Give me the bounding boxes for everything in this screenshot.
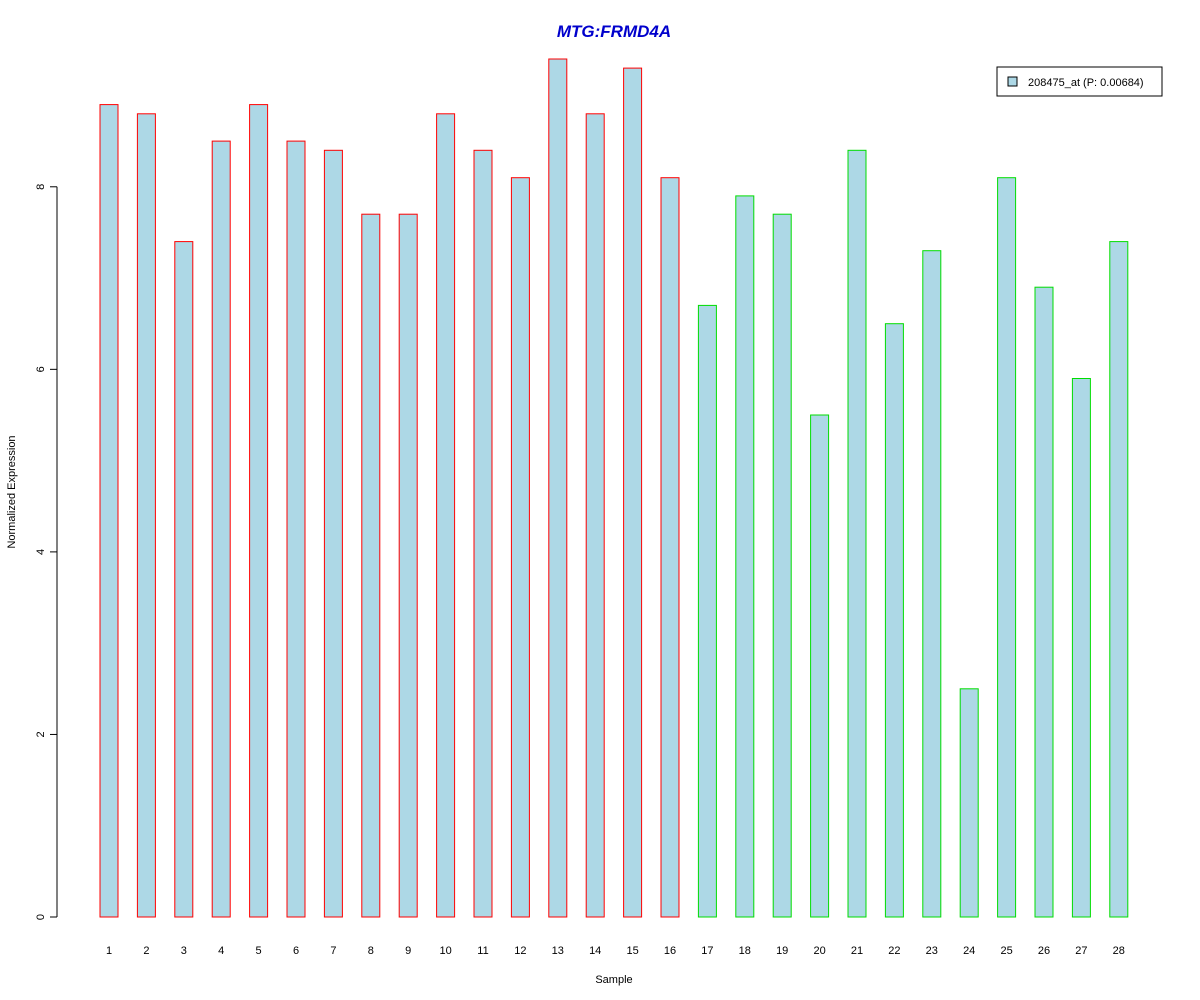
x-tick-label: 2	[143, 945, 149, 957]
bar-sample-28	[1109, 241, 1129, 918]
chart-title: MTG:FRMD4A	[557, 22, 671, 41]
bar-sample-12	[510, 177, 530, 918]
bars	[99, 58, 1129, 918]
bar-sample-20	[810, 414, 830, 918]
bar-sample-7	[323, 149, 343, 918]
bar-sample-22	[884, 323, 904, 918]
legend-box	[996, 66, 1163, 97]
x-tick-label: 27	[1075, 945, 1087, 957]
bar-sample-16	[660, 177, 680, 918]
x-tick-label: 6	[293, 945, 299, 957]
x-tick-label: 17	[701, 945, 713, 957]
bar-sample-23	[922, 250, 942, 918]
x-axis-label: Sample	[595, 974, 632, 986]
y-tick-label: 0	[35, 914, 47, 920]
bar-sample-8	[361, 213, 381, 918]
bar-sample-18	[735, 195, 755, 918]
y-tick-label: 4	[35, 549, 47, 555]
bar-sample-24	[959, 688, 979, 918]
y-tick-label: 6	[35, 366, 47, 372]
y-axis-label: Normalized Expression	[6, 435, 18, 548]
x-tick-label: 25	[1000, 945, 1012, 957]
bar-sample-9	[398, 213, 418, 918]
x-tick-label: 5	[256, 945, 262, 957]
x-tick-label: 8	[368, 945, 374, 957]
x-tick-label: 28	[1113, 945, 1125, 957]
y-tick-label: 8	[35, 184, 47, 190]
bar-sample-6	[286, 140, 306, 918]
x-tick-label: 12	[514, 945, 526, 957]
bar-sample-26	[1034, 286, 1054, 918]
x-tick-label: 3	[181, 945, 187, 957]
x-tick-labels: 1 2 3 4 5 6 7 8 9 10 11 12 13 14 15 16 17 18 19 20 21 22 23 24 2…	[106, 945, 1125, 957]
x-tick-label: 1	[106, 945, 112, 957]
bar-sample-21	[847, 149, 867, 918]
legend-swatch	[1007, 76, 1018, 87]
x-tick-label: 18	[739, 945, 751, 957]
bar-sample-4	[211, 140, 231, 918]
x-tick-label: 7	[330, 945, 336, 957]
x-tick-label: 21	[851, 945, 863, 957]
x-tick-label: 13	[552, 945, 564, 957]
legend: 208475_at (P: 0.00684)	[996, 66, 1163, 97]
bar-sample-13	[548, 58, 568, 918]
x-tick-label: 16	[664, 945, 676, 957]
x-tick-label: 20	[813, 945, 825, 957]
bar-sample-10	[436, 113, 456, 918]
legend-entry-label: 208475_at (P: 0.00684)	[1028, 77, 1144, 89]
bar-sample-15	[623, 67, 643, 918]
x-tick-label: 22	[888, 945, 900, 957]
y-tick-label: 2	[35, 731, 47, 737]
bar-sample-2	[136, 113, 156, 918]
bar-sample-1	[99, 104, 119, 918]
x-tick-label: 19	[776, 945, 788, 957]
bar-sample-17	[697, 304, 717, 918]
bar-sample-11	[473, 149, 493, 918]
x-tick-label: 9	[405, 945, 411, 957]
bar-sample-3	[174, 241, 194, 918]
x-tick-label: 24	[963, 945, 975, 957]
x-tick-label: 10	[439, 945, 451, 957]
x-tick-label: 26	[1038, 945, 1050, 957]
x-tick-label: 4	[218, 945, 224, 957]
x-tick-label: 11	[477, 945, 488, 957]
bar-sample-27	[1071, 378, 1091, 918]
x-tick-label: 14	[589, 945, 601, 957]
bar-sample-14	[585, 113, 605, 918]
bar-sample-5	[249, 104, 269, 918]
x-tick-label: 15	[626, 945, 638, 957]
x-tick-label: 23	[926, 945, 938, 957]
bar-sample-25	[997, 177, 1017, 918]
y-axis: 0 2 4 6 8	[35, 184, 58, 920]
bar-sample-19	[772, 213, 792, 918]
